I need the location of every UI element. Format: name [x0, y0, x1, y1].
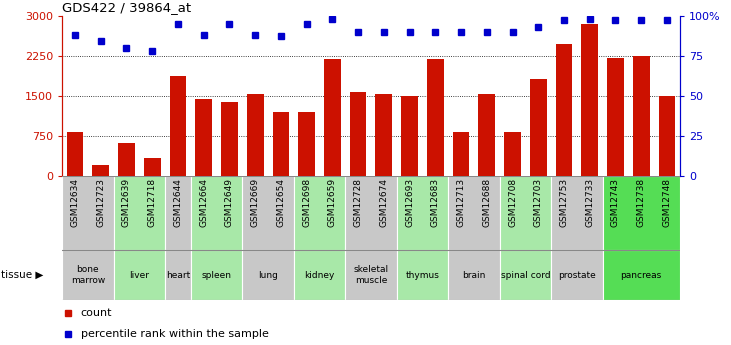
- Bar: [170, 76, 186, 176]
- Text: liver: liver: [129, 270, 149, 280]
- Text: GSM12683: GSM12683: [431, 178, 440, 227]
- Text: GSM12748: GSM12748: [662, 178, 672, 227]
- Text: GSM12634: GSM12634: [70, 178, 80, 227]
- Text: skeletal
muscle: skeletal muscle: [353, 265, 389, 285]
- Text: tissue ▶: tissue ▶: [1, 270, 44, 280]
- Text: GSM12698: GSM12698: [302, 178, 311, 227]
- Text: heart: heart: [166, 270, 190, 280]
- Bar: [92, 165, 109, 176]
- Bar: [607, 58, 624, 176]
- Text: GSM12693: GSM12693: [405, 178, 414, 227]
- Bar: [551, 176, 602, 250]
- Text: GSM12718: GSM12718: [148, 178, 156, 227]
- Bar: [500, 250, 551, 300]
- Bar: [191, 176, 242, 250]
- Bar: [602, 176, 680, 250]
- Bar: [397, 250, 448, 300]
- Text: lung: lung: [258, 270, 278, 280]
- Text: GSM12669: GSM12669: [251, 178, 260, 227]
- Text: brain: brain: [462, 270, 485, 280]
- Bar: [581, 24, 598, 176]
- Text: kidney: kidney: [304, 270, 335, 280]
- Bar: [401, 96, 418, 176]
- Bar: [191, 250, 242, 300]
- Bar: [602, 250, 680, 300]
- Bar: [500, 176, 551, 250]
- Text: GDS422 / 39864_at: GDS422 / 39864_at: [62, 1, 192, 14]
- Text: bone
marrow: bone marrow: [71, 265, 105, 285]
- Text: GSM12738: GSM12738: [637, 178, 645, 227]
- Bar: [448, 176, 500, 250]
- Bar: [113, 176, 165, 250]
- Bar: [242, 250, 294, 300]
- Bar: [452, 132, 469, 176]
- Text: GSM12644: GSM12644: [173, 178, 183, 227]
- Bar: [221, 102, 238, 176]
- Text: pancreas: pancreas: [621, 270, 662, 280]
- Bar: [294, 176, 345, 250]
- Bar: [294, 250, 345, 300]
- Bar: [345, 250, 397, 300]
- Text: GSM12639: GSM12639: [122, 178, 131, 227]
- Bar: [118, 143, 135, 176]
- Text: percentile rank within the sample: percentile rank within the sample: [80, 329, 268, 339]
- Bar: [62, 176, 113, 250]
- Bar: [144, 158, 161, 176]
- Text: GSM12713: GSM12713: [457, 178, 466, 227]
- Bar: [62, 250, 113, 300]
- Bar: [165, 176, 191, 250]
- Bar: [427, 59, 444, 176]
- Bar: [113, 250, 165, 300]
- Text: GSM12703: GSM12703: [534, 178, 543, 227]
- Bar: [349, 92, 366, 176]
- Bar: [273, 112, 289, 176]
- Text: GSM12649: GSM12649: [225, 178, 234, 227]
- Bar: [195, 99, 212, 176]
- Bar: [556, 45, 572, 176]
- Text: count: count: [80, 308, 112, 318]
- Text: GSM12664: GSM12664: [199, 178, 208, 227]
- Bar: [478, 93, 495, 176]
- Text: GSM12659: GSM12659: [328, 178, 337, 227]
- Bar: [67, 132, 83, 176]
- Bar: [165, 250, 191, 300]
- Text: prostate: prostate: [558, 270, 596, 280]
- Bar: [397, 176, 448, 250]
- Bar: [298, 112, 315, 176]
- Text: spleen: spleen: [202, 270, 232, 280]
- Text: spinal cord: spinal cord: [501, 270, 550, 280]
- Bar: [376, 93, 393, 176]
- Bar: [659, 96, 675, 176]
- Bar: [551, 250, 602, 300]
- Text: GSM12708: GSM12708: [508, 178, 517, 227]
- Bar: [242, 176, 294, 250]
- Bar: [345, 176, 397, 250]
- Bar: [247, 94, 264, 176]
- Text: GSM12753: GSM12753: [559, 178, 569, 227]
- Text: GSM12723: GSM12723: [96, 178, 105, 227]
- Text: GSM12674: GSM12674: [379, 178, 388, 227]
- Bar: [633, 56, 650, 176]
- Bar: [530, 79, 547, 176]
- Text: GSM12688: GSM12688: [482, 178, 491, 227]
- Text: GSM12733: GSM12733: [586, 178, 594, 227]
- Text: thymus: thymus: [406, 270, 439, 280]
- Text: GSM12728: GSM12728: [354, 178, 363, 227]
- Bar: [448, 250, 500, 300]
- Bar: [324, 59, 341, 176]
- Bar: [504, 132, 521, 176]
- Text: GSM12743: GSM12743: [611, 178, 620, 227]
- Text: GSM12654: GSM12654: [276, 178, 285, 227]
